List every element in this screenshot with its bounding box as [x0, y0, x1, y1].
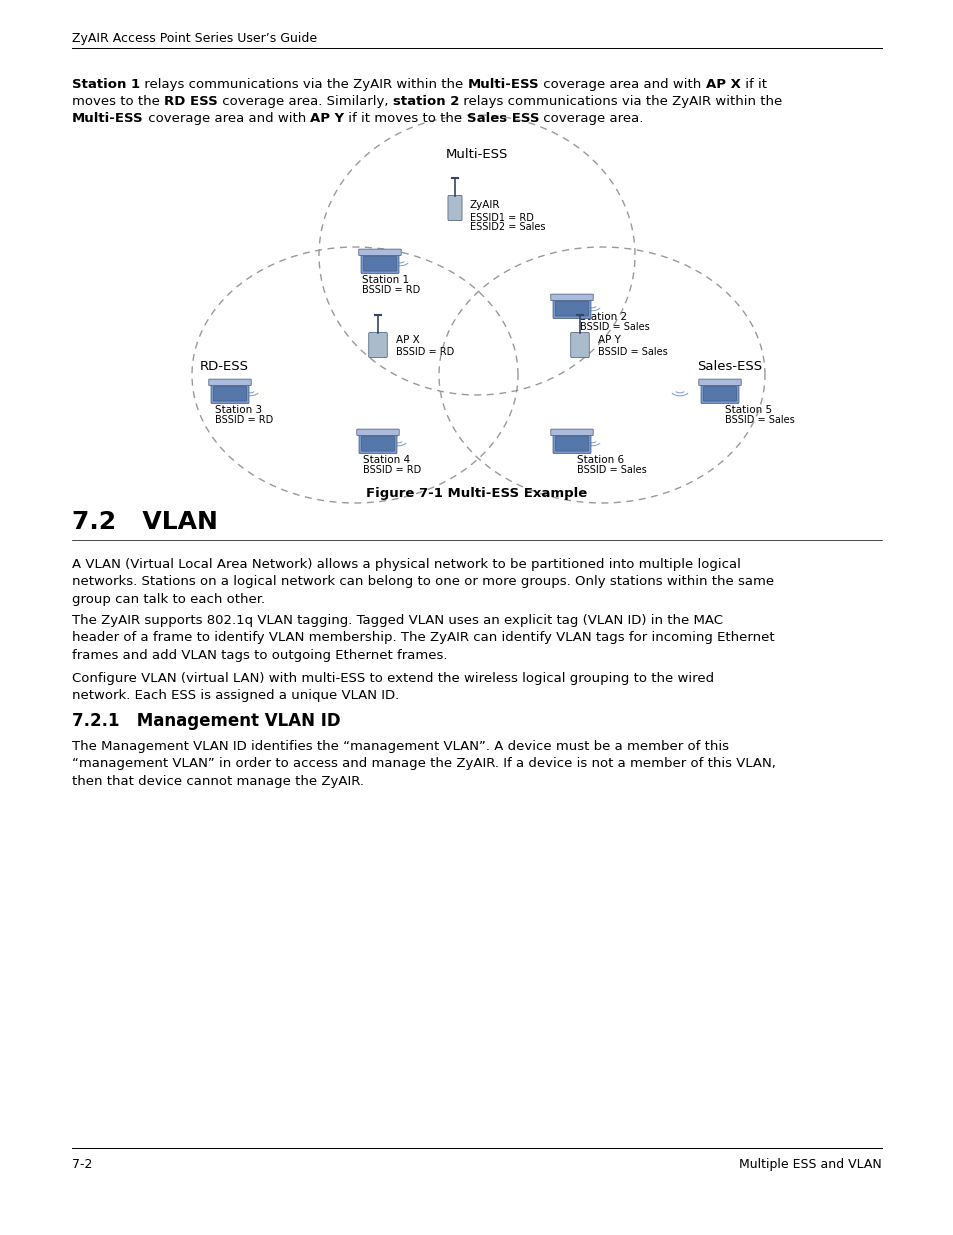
Text: BSSID = RD: BSSID = RD	[361, 285, 420, 295]
FancyBboxPatch shape	[363, 257, 396, 270]
Text: Station 4: Station 4	[363, 454, 410, 466]
FancyBboxPatch shape	[360, 254, 398, 273]
Text: BSSID = RD: BSSID = RD	[214, 415, 273, 425]
Text: Figure 7-1 Multi-ESS Example: Figure 7-1 Multi-ESS Example	[366, 487, 587, 500]
Text: 7.2   VLAN: 7.2 VLAN	[71, 510, 217, 534]
FancyBboxPatch shape	[553, 433, 590, 453]
Text: RD ESS: RD ESS	[164, 95, 217, 107]
Text: coverage area.: coverage area.	[538, 112, 643, 125]
FancyBboxPatch shape	[213, 387, 246, 401]
FancyBboxPatch shape	[369, 332, 387, 358]
FancyBboxPatch shape	[555, 301, 588, 316]
Text: Station 1: Station 1	[361, 275, 409, 285]
Text: Station 3: Station 3	[214, 405, 262, 415]
Text: Station 1: Station 1	[71, 78, 140, 91]
FancyBboxPatch shape	[209, 379, 251, 385]
FancyBboxPatch shape	[698, 379, 740, 385]
Text: Sales-ESS: Sales-ESS	[697, 359, 761, 373]
FancyBboxPatch shape	[358, 249, 401, 256]
Text: BSSID = Sales: BSSID = Sales	[724, 415, 794, 425]
Text: Multiple ESS and VLAN: Multiple ESS and VLAN	[739, 1158, 882, 1171]
Text: The ZyAIR supports 802.1q VLAN tagging. Tagged VLAN uses an explicit tag (VLAN I: The ZyAIR supports 802.1q VLAN tagging. …	[71, 614, 774, 662]
Text: Station 2: Station 2	[579, 312, 626, 322]
Text: BSSID = RD: BSSID = RD	[363, 466, 421, 475]
Text: Multi-ESS: Multi-ESS	[467, 78, 538, 91]
Text: AP X: AP X	[705, 78, 740, 91]
FancyBboxPatch shape	[550, 294, 593, 300]
FancyBboxPatch shape	[700, 384, 739, 404]
Text: ESSID1 = RD: ESSID1 = RD	[470, 212, 534, 224]
FancyBboxPatch shape	[553, 299, 590, 319]
FancyBboxPatch shape	[448, 195, 461, 221]
Text: BSSID = Sales: BSSID = Sales	[577, 466, 646, 475]
Text: ZyAIR: ZyAIR	[470, 200, 500, 210]
Text: coverage area and with: coverage area and with	[144, 112, 310, 125]
Text: AP X: AP X	[395, 335, 419, 345]
Text: BSSID = RD: BSSID = RD	[395, 347, 454, 357]
Text: AP Y: AP Y	[598, 335, 620, 345]
Text: Station 6: Station 6	[577, 454, 623, 466]
Text: Multi-ESS: Multi-ESS	[71, 112, 144, 125]
Text: Configure VLAN (virtual LAN) with multi-ESS to extend the wireless logical group: Configure VLAN (virtual LAN) with multi-…	[71, 672, 714, 703]
Text: if it moves to the: if it moves to the	[344, 112, 466, 125]
FancyBboxPatch shape	[555, 436, 588, 451]
Text: station 2: station 2	[393, 95, 458, 107]
Text: AP Y: AP Y	[310, 112, 344, 125]
Text: A VLAN (Virtual Local Area Network) allows a physical network to be partitioned : A VLAN (Virtual Local Area Network) allo…	[71, 558, 773, 606]
Text: The Management VLAN ID identifies the “management VLAN”. A device must be a memb: The Management VLAN ID identifies the “m…	[71, 740, 775, 788]
Text: 7-2: 7-2	[71, 1158, 92, 1171]
Text: BSSID = Sales: BSSID = Sales	[598, 347, 667, 357]
Text: coverage area and with: coverage area and with	[538, 78, 705, 91]
FancyBboxPatch shape	[570, 332, 589, 358]
Text: Multi-ESS: Multi-ESS	[445, 148, 508, 161]
Text: 7.2.1   Management VLAN ID: 7.2.1 Management VLAN ID	[71, 713, 340, 730]
FancyBboxPatch shape	[702, 387, 736, 401]
Text: Sales ESS: Sales ESS	[466, 112, 538, 125]
FancyBboxPatch shape	[356, 429, 398, 436]
Text: RD-ESS: RD-ESS	[200, 359, 249, 373]
FancyBboxPatch shape	[211, 384, 249, 404]
Text: BSSID = Sales: BSSID = Sales	[579, 322, 649, 332]
FancyBboxPatch shape	[550, 429, 593, 436]
Text: moves to the: moves to the	[71, 95, 164, 107]
Text: if it: if it	[740, 78, 766, 91]
Text: coverage area. Similarly,: coverage area. Similarly,	[217, 95, 393, 107]
FancyBboxPatch shape	[358, 433, 396, 453]
FancyBboxPatch shape	[361, 436, 395, 451]
Text: ZyAIR Access Point Series User’s Guide: ZyAIR Access Point Series User’s Guide	[71, 32, 316, 44]
Text: Station 5: Station 5	[724, 405, 771, 415]
Text: relays communications via the ZyAIR within the: relays communications via the ZyAIR with…	[140, 78, 467, 91]
Text: ESSID2 = Sales: ESSID2 = Sales	[470, 222, 545, 232]
Text: relays communications via the ZyAIR within the: relays communications via the ZyAIR with…	[458, 95, 781, 107]
